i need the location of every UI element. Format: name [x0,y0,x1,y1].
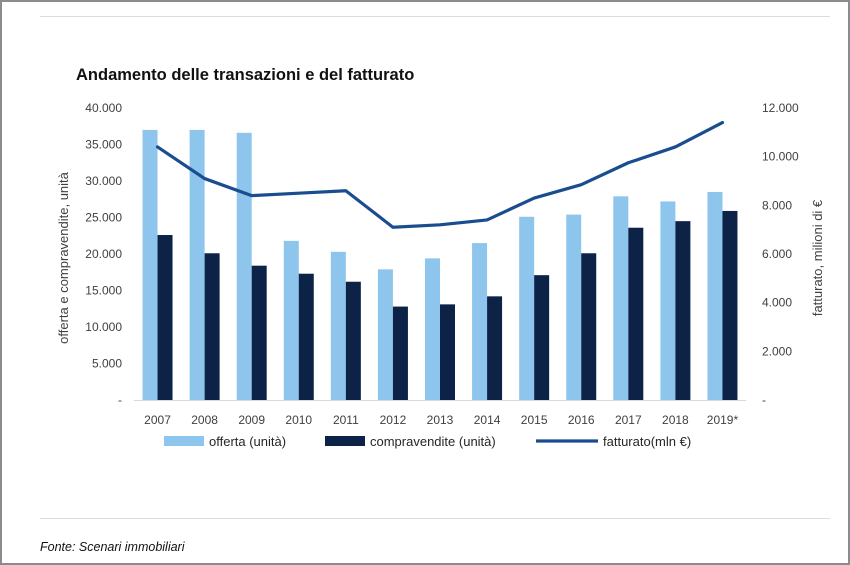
offerta-bar [425,258,440,400]
offerta-bar [283,240,299,400]
offerta-bar [330,251,346,400]
y-tick-label: 20.000 [85,247,122,261]
y2-tick-label: 4.000 [762,296,792,310]
x-tick-label: 2015 [521,413,548,427]
offerta-bar [707,191,723,400]
fatturato-line [155,120,725,229]
offerta-bar [613,196,629,400]
source-note: Fonte: Scenari immobiliari [40,540,185,554]
legend-compravendite-swatch [325,436,365,446]
y2-axis-title: fatturato, milioni di € [810,199,825,316]
offerta-bar [142,129,158,400]
x-tick-label: 2012 [380,413,407,427]
legend-compravendite-label: compravendite (unità) [370,434,496,449]
x-tick-label: 2016 [568,413,595,427]
x-tick-label: 2008 [191,413,218,427]
legend-offerta-label: offerta (unità) [209,434,286,449]
x-tick-label: 2011 [333,413,359,427]
y2-tick-label: - [762,393,766,407]
y-axis-title: offerta e compravendite, unità [56,171,71,344]
y2-tick-label: 8.000 [762,198,792,212]
y2-tick-label: 12.000 [762,101,799,115]
offerta-bar [472,243,488,400]
legend-offerta-swatch [164,436,204,446]
compravendite-bar [675,221,691,400]
x-tick-label: 2019* [707,413,739,427]
offerta-bar [377,269,393,400]
compravendite-bar [722,210,738,400]
x-tick-label: 2017 [615,413,642,427]
x-tick-label: 2013 [427,413,454,427]
offerta-bar [519,216,535,400]
offerta-bar [566,214,582,400]
compravendite-bar [251,265,267,400]
bottom-rule [40,518,830,519]
y2-tick-label: 2.000 [762,344,792,358]
compravendite-bar [204,253,220,400]
compravendite-bar [157,235,173,400]
compravendite-bar [440,304,455,400]
y-tick-label: 35.000 [85,138,122,152]
compravendite-bar [534,275,550,400]
offerta-bar [660,201,676,400]
compravendite-bar [392,306,408,400]
offerta-bar [189,129,205,400]
offerta-bar [236,132,252,400]
y-tick-label: 40.000 [85,101,122,115]
y2-tick-label: 10.000 [762,150,799,164]
y2-tick-label: 6.000 [762,247,792,261]
y-tick-label: 25.000 [85,211,122,225]
compravendite-bar [628,227,644,400]
x-tick-label: 2009 [238,413,265,427]
y-tick-label: 10.000 [85,320,122,334]
x-tick-label: 2018 [662,413,689,427]
compravendite-bar [345,281,361,400]
compravendite-bar [487,296,503,400]
y-tick-label: 30.000 [85,174,122,188]
chart-title: Andamento delle transazioni e del fattur… [76,66,415,84]
y-tick-label: 5.000 [92,357,122,371]
x-tick-label: 2014 [474,413,501,427]
compravendite-bar [298,273,314,400]
y-tick-label: - [118,393,122,407]
x-tick-label: 2007 [144,413,171,427]
legend-fatturato-label: fatturato(mln €) [603,434,691,449]
compravendite-bar [581,253,597,400]
top-rule [40,16,830,17]
x-tick-label: 2010 [285,413,312,427]
y-tick-label: 15.000 [85,284,122,298]
